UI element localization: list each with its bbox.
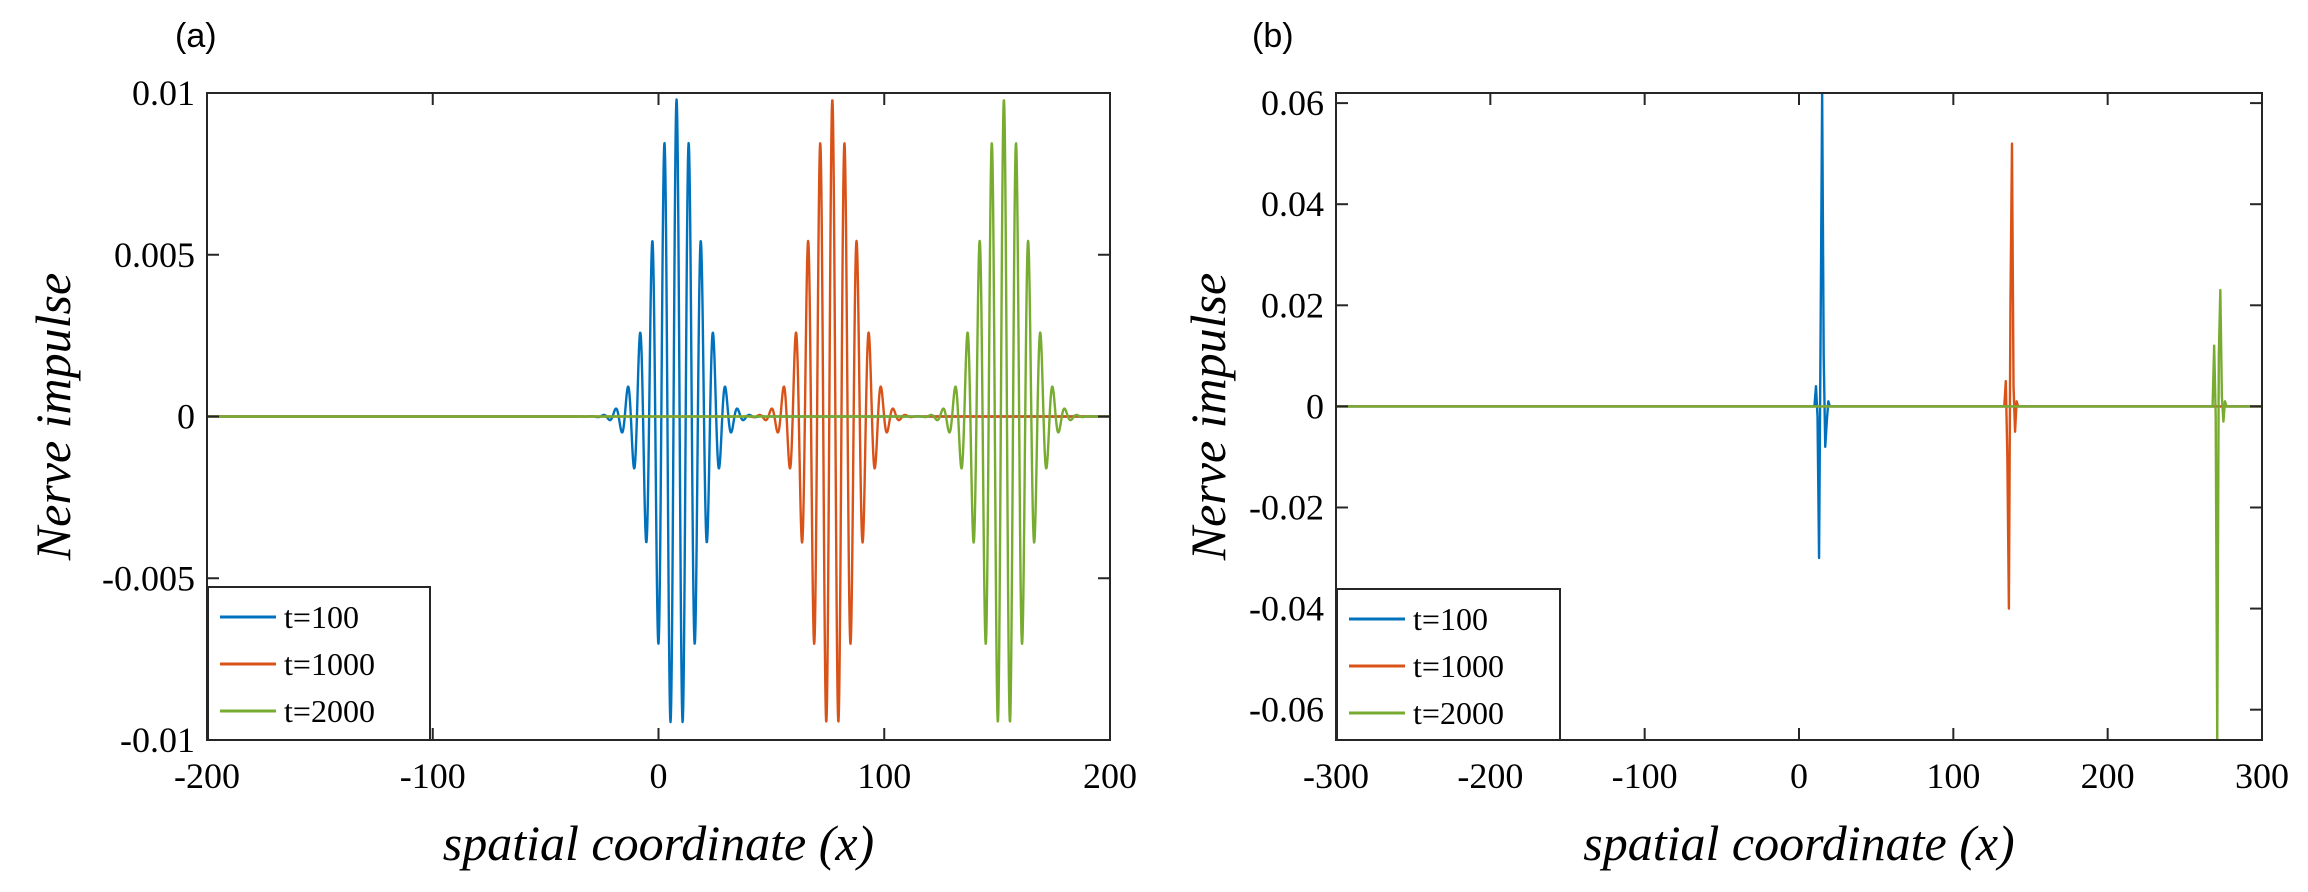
panel-a-label: (a) [175, 17, 217, 55]
panel-a-y-tick-label: 0.01 [132, 73, 195, 113]
panel-a-y-tick-label: -0.005 [102, 558, 195, 598]
panel-a-x-tick-label: 200 [1083, 756, 1137, 796]
panel-a-y-tick-label: 0.005 [114, 235, 195, 275]
panel-a-series-line-t=2000 [207, 99, 1110, 723]
panel-b-x-tick-label: -100 [1612, 756, 1678, 796]
panel-a-y-tick-label: -0.01 [120, 720, 195, 760]
panel-b-y-tick-label: 0 [1306, 386, 1324, 426]
panel-b-x-tick-label: 0 [1790, 756, 1808, 796]
panel-b-x-axis-title: spatial coordinate (x) [1583, 815, 2014, 871]
panel-a-y-tick-label: 0 [177, 397, 195, 437]
panel-b-ticks: -300 -200 -100 0 100 200 300 -0.06 -0.04 -0.02 0 0.… [1249, 83, 2289, 796]
panel-b-legend-label: t=100 [1413, 601, 1488, 637]
panel-a-ticks: -200 -100 0 100 200 -0.01 -0.005 0 0.005 0.01 [102, 73, 1137, 796]
panel-a-legend: t=100 t=1000 t=2000 [207, 586, 431, 741]
panel-b-legend-label: t=1000 [1413, 648, 1504, 684]
panel-b-x-tick-label: 300 [2235, 756, 2289, 796]
panel-b-y-tick-label: -0.02 [1249, 487, 1324, 527]
panel-b: (b) -300 -200 -100 0 100 200 300 -0.06 -0.04 -0.0… [1180, 17, 2289, 871]
panel-b-series-line-t=1000 [1336, 142, 2262, 610]
panel-b-series-line-t=2000 [1336, 288, 2262, 740]
panel-a-legend-label: t=100 [284, 599, 359, 635]
panel-b-x-tick-label: 200 [2081, 756, 2135, 796]
panel-b-y-tick-label: 0.04 [1261, 184, 1324, 224]
panel-b-legend-label: t=2000 [1413, 695, 1504, 731]
panel-b-y-axis-title: Nerve impulse [1180, 273, 1236, 561]
panel-b-y-tick-label: 0.06 [1261, 83, 1324, 123]
panel-b-x-tick-label: -200 [1457, 756, 1523, 796]
panel-a: (a) -200 -100 0 100 200 -0.01 -0.005 0 0.005 0.01… [25, 17, 1137, 871]
panel-b-y-tick-label: -0.06 [1249, 690, 1324, 730]
panel-a-series-layer [207, 98, 1110, 724]
panel-b-y-tick-label: -0.04 [1249, 589, 1324, 629]
panel-b-y-tick-label: 0.02 [1261, 285, 1324, 325]
panel-b-label: (b) [1252, 17, 1294, 55]
panel-a-y-axis-title: Nerve impulse [25, 273, 81, 561]
panel-a-x-tick-label: 100 [857, 756, 911, 796]
panel-b-legend: t=100 t=1000 t=2000 [1336, 588, 1561, 741]
panel-a-x-axis-title: spatial coordinate (x) [443, 815, 874, 871]
panel-b-series-line-t=100 [1336, 93, 2262, 560]
panel-a-x-tick-label: -100 [400, 756, 466, 796]
panel-a-x-tick-label: 0 [650, 756, 668, 796]
panel-b-series-layer [1336, 93, 2262, 740]
panel-a-x-tick-label: -200 [174, 756, 240, 796]
panel-a-legend-label: t=1000 [284, 646, 375, 682]
panel-b-x-tick-label: -300 [1303, 756, 1369, 796]
panel-a-legend-label: t=2000 [284, 693, 375, 729]
panel-b-x-tick-label: 100 [1926, 756, 1980, 796]
